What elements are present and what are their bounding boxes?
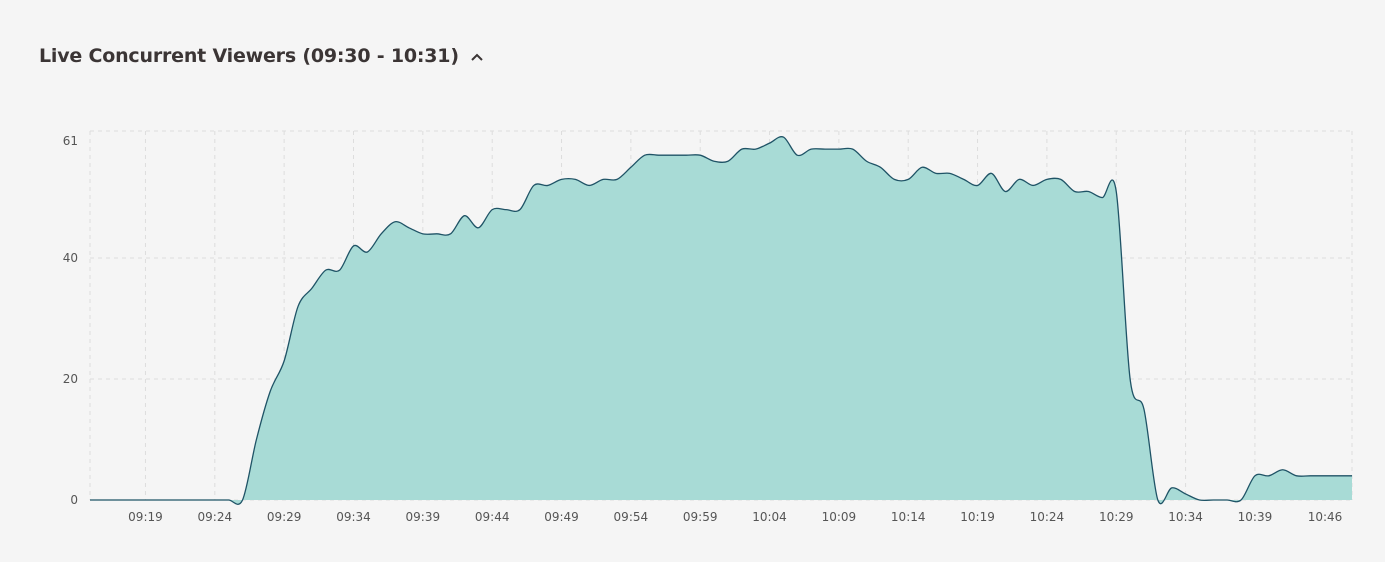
y-tick-label: 61 bbox=[63, 134, 78, 148]
y-tick-label: 20 bbox=[63, 372, 78, 386]
chart-title: Live Concurrent Viewers (09:30 - 10:31) bbox=[39, 45, 459, 67]
x-tick-label: 09:29 bbox=[267, 510, 302, 524]
x-tick-label: 10:04 bbox=[752, 510, 787, 524]
series-line bbox=[89, 136, 1352, 505]
x-tick-label: 10:14 bbox=[891, 510, 926, 524]
x-tick-label: 10:19 bbox=[960, 510, 995, 524]
x-tick-label: 09:24 bbox=[198, 510, 233, 524]
panel-header: Live Concurrent Viewers (09:30 - 10:31) bbox=[39, 45, 485, 67]
axes: 0 20 40 61 09:19 09:24 09:29 09:34 09:39 09:44 09:… bbox=[63, 134, 1343, 524]
x-tick-label: 09:59 bbox=[683, 510, 718, 524]
x-tick-label: 10:24 bbox=[1030, 510, 1065, 524]
x-tick-label: 09:49 bbox=[544, 510, 579, 524]
x-tick-label: 09:44 bbox=[475, 510, 510, 524]
x-tick-label: 10:09 bbox=[822, 510, 857, 524]
x-tick-label: 09:39 bbox=[406, 510, 441, 524]
x-tick-label: 10:34 bbox=[1168, 510, 1203, 524]
x-tick-label: 09:54 bbox=[614, 510, 649, 524]
y-tick-label: 40 bbox=[63, 251, 78, 265]
x-tick-label: 09:34 bbox=[336, 510, 371, 524]
x-tick-label: 10:39 bbox=[1238, 510, 1273, 524]
x-tick-label: 10:29 bbox=[1099, 510, 1134, 524]
x-tick-label: 10:46 bbox=[1308, 510, 1343, 524]
x-tick-label: 09:19 bbox=[128, 510, 163, 524]
chevron-up-icon[interactable] bbox=[469, 48, 485, 64]
area-fill bbox=[90, 136, 1352, 505]
y-tick-label: 0 bbox=[70, 493, 78, 507]
